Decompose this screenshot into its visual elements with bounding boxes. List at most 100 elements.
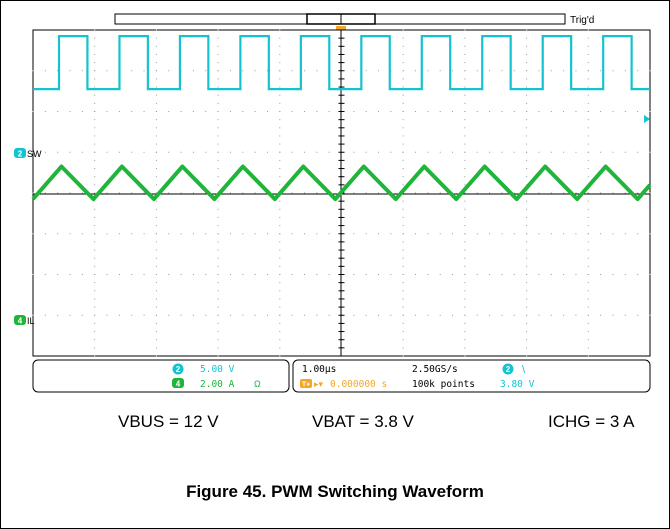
grid-dot [464,347,466,349]
grid-dot [328,233,330,235]
grid-dot [303,314,305,316]
grid-dot [94,111,96,112]
grid-dot [402,70,404,72]
grid-dot [365,70,367,72]
grid-dot [415,274,417,275]
grid-dot [464,135,466,137]
grid-dot [229,192,231,194]
grid-dot [328,274,330,275]
grid-dot [464,355,466,357]
grid-dot [526,314,528,316]
grid-dot [217,225,219,227]
grid-dot [526,70,528,72]
grid-dot [612,233,614,235]
grid-dot [587,216,589,218]
grid-dot [94,53,96,55]
grid-dot [464,37,466,39]
vbat-condition: VBAT = 3.8 V [312,412,414,431]
svg-text:5.00 V: 5.00 V [200,364,235,375]
grid-dot [155,331,157,333]
grid-dot [587,70,589,72]
grid-dot [180,151,182,153]
grid-dot [501,274,503,275]
grid-dot [649,233,651,235]
grid-dot [94,339,96,341]
grid-dot [44,274,46,275]
grid-dot [44,233,46,235]
grid-dot [106,111,108,112]
grid-dot [217,176,219,178]
grid-dot [94,200,96,202]
grid-dot [155,168,157,170]
grid-dot [563,151,565,153]
grid-dot [94,168,96,170]
grid-dot [464,62,466,64]
grid-dot [624,274,626,275]
grid-dot [464,241,466,243]
grid-dot [402,135,404,137]
grid-dot [94,151,96,153]
grid-dot [155,339,157,341]
grid-dot [501,233,503,235]
grid-dot [217,184,219,186]
grid-dot [279,62,281,64]
grid-dot [32,192,34,194]
grid-dot [427,314,429,316]
grid-dot [476,151,478,153]
grid-dot [526,257,528,259]
grid-dot [402,111,404,112]
grid-dot [217,127,219,129]
grid-dot [155,306,157,308]
trigger-delay-readout: T+ ▸▾ 0.000000 s [300,379,387,390]
grid-dot [587,135,589,137]
grid-dot [217,216,219,218]
grid-dot [600,70,602,72]
grid-dot [402,102,404,104]
grid-dot [600,151,602,153]
grid-dot [501,111,503,112]
grid-dot [254,151,256,153]
grid-dot [587,86,589,88]
grid-dot [180,192,182,194]
grid-dot [44,111,46,112]
grid-dot [427,151,429,153]
grid-dot [624,233,626,235]
grid-dot [452,314,454,316]
grid-dot [279,298,281,300]
grid-dot [279,151,281,153]
grid-dot [489,111,491,112]
grid-dot [538,274,540,275]
grid-dot [464,339,466,341]
grid-dot [279,322,281,324]
grid-dot [526,168,528,170]
grid-dot [44,314,46,316]
grid-dot [242,70,244,72]
grid-dot [402,249,404,251]
grid-dot [402,322,404,324]
grid-dot [464,200,466,202]
grid-dot [217,355,219,357]
grid-dot [279,355,281,357]
grid-dot [279,257,281,259]
grid-dot [563,274,565,275]
grid-dot [217,45,219,47]
grid-dot [464,86,466,88]
grid-dot [452,70,454,72]
grid-dot [550,274,552,275]
grid-dot [94,298,96,300]
grid-dot [118,192,120,194]
grid-dot [402,216,404,218]
grid-dot [81,111,83,112]
grid-dot [266,233,268,235]
grid-dot [526,176,528,178]
grid-dot [452,274,454,275]
grid-dot [229,70,231,72]
grid-dot [353,233,355,235]
grid-dot [587,225,589,227]
grid-dot [155,225,157,227]
grid-dot [464,208,466,210]
grid-dot [550,233,552,235]
grid-dot [279,119,281,121]
grid-dot [587,290,589,292]
grid-dot [587,37,589,39]
